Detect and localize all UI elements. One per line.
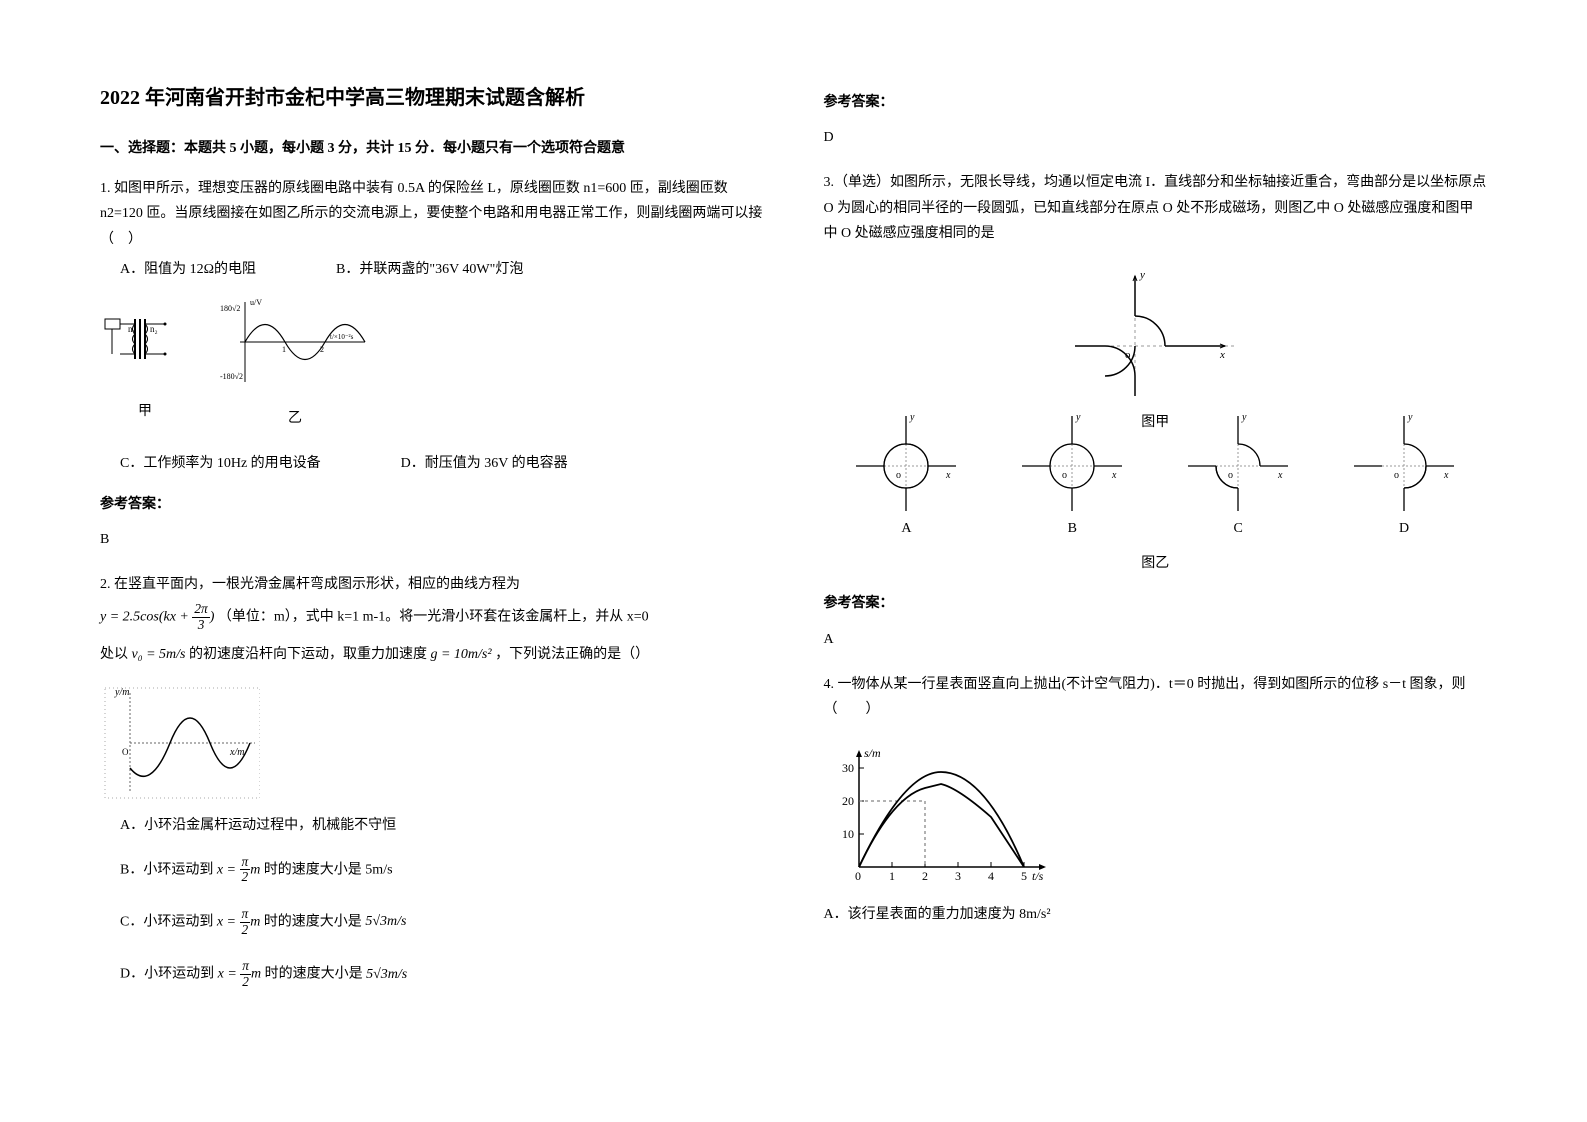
field-opt-a-icon: y x o	[846, 406, 966, 516]
svg-text:y: y	[1241, 412, 1247, 423]
svg-text:5: 5	[1021, 869, 1027, 883]
q3-opt-c-label: C	[1178, 516, 1298, 541]
q2-opt-a: A．小环沿金属杆运动过程中，机械能不守恒	[120, 813, 764, 838]
field-jia-icon: y x o	[1055, 256, 1255, 396]
svg-text:s/m: s/m	[864, 746, 881, 760]
q1-figure: n₁ n₂ 甲 180√2 -180√2 u/V t/×10⁻²s 1 2 乙	[100, 297, 764, 436]
q2-stem2: （单位：m），式中 k=1 m-1。将一光滑小环套在该金属杆上，并从 x=0	[218, 609, 649, 624]
svg-text:20: 20	[842, 794, 854, 808]
question-1: 1. 如图甲所示，理想变压器的原线圈电路中装有 0.5A 的保险丝 L，原线圈匝…	[100, 176, 764, 476]
left-column: 2022 年河南省开封市金杞中学高三物理期末试题含解析 一、选择题：本题共 5 …	[100, 80, 764, 1009]
q1-stem: 1. 如图甲所示，理想变压器的原线圈电路中装有 0.5A 的保险丝 L，原线圈匝…	[100, 176, 764, 252]
q2-stem: 2. 在竖直平面内，一根光滑金属杆弯成图示形状，相应的曲线方程为	[100, 572, 764, 597]
svg-text:x: x	[1111, 470, 1117, 481]
q3-answer: A	[824, 627, 1488, 652]
svg-text:y/m: y/m	[114, 687, 129, 698]
svg-text:o: o	[1125, 349, 1131, 361]
q2-answer: D	[824, 125, 1488, 150]
q3-opt-a-label: A	[846, 516, 966, 541]
q2-g: g = 10m/s²	[430, 642, 491, 667]
question-2: 2. 在竖直平面内，一根光滑金属杆弯成图示形状，相应的曲线方程为 y = 2.5…	[100, 572, 764, 995]
q3-opt-a-fig: y x o A	[846, 406, 966, 541]
q1-options-row2: C．工作频率为 10Hz 的用电设备 D．耐压值为 36V 的电容器	[120, 451, 764, 476]
svg-text:O: O	[122, 747, 129, 757]
q2-opt-b: B．小环运动到 x = π2m 时的速度大小是 5m/s	[120, 850, 764, 890]
svg-text:30: 30	[842, 761, 854, 775]
svg-text:0: 0	[855, 869, 861, 883]
svg-text:10: 10	[842, 827, 854, 841]
q2-opt-d: D．小环运动到 x = π2m 时的速度大小是 5√3m/s	[120, 954, 764, 994]
q3-opt-b-fig: y x o B	[1012, 406, 1132, 541]
q4-opt-a: A．该行星表面的重力加速度为 8m/s²	[824, 902, 1488, 927]
sine-wave-icon: 180√2 -180√2 u/V t/×10⁻²s 1 2	[220, 297, 370, 392]
field-opt-b-icon: y x o	[1012, 406, 1132, 516]
svg-text:4: 4	[988, 869, 994, 883]
question-3: 3.（单选）如图所示，无限长导线，均通以恒定电流 I．直线部分和坐标轴接近重合，…	[824, 170, 1488, 576]
q3-figure-jia: y x o 图甲	[1055, 256, 1255, 396]
q2-opt-c: C．小环运动到 x = π2m 时的速度大小是 5√3m/s	[120, 902, 764, 942]
svg-text:t/s: t/s	[1032, 869, 1044, 883]
q2-formula-line: y = 2.5cos(kx + 2π3) （单位：m），式中 k=1 m-1。将…	[100, 597, 764, 637]
svg-text:x: x	[1277, 470, 1283, 481]
q2-figure: y/m x/m O	[100, 683, 260, 803]
field-opt-c-icon: y x o	[1178, 406, 1298, 516]
q2-stem3-line: 处以 v₀ = 5m/s 的初速度沿杆向下运动，取重力加速度 g = 10m/s…	[100, 637, 764, 672]
q3-opt-d-label: D	[1344, 516, 1464, 541]
svg-text:x: x	[1443, 470, 1449, 481]
section-header: 一、选择题：本题共 5 小题，每小题 3 分，共计 15 分．每小题只有一个选项…	[100, 136, 764, 161]
q3-stem: 3.（单选）如图所示，无限长导线，均通以恒定电流 I．直线部分和坐标轴接近重合，…	[824, 170, 1488, 246]
svg-text:x/m: x/m	[229, 747, 244, 758]
svg-text:x: x	[945, 470, 951, 481]
displacement-graph-icon: 10 20 30 0 1 2 3 4 5 s/m t/s	[824, 737, 1054, 887]
q1-opt-c: C．工作频率为 10Hz 的用电设备	[120, 451, 321, 476]
q1-opt-d: D．耐压值为 36V 的电容器	[401, 451, 568, 476]
q4-figure: 10 20 30 0 1 2 3 4 5 s/m t/s	[824, 737, 1054, 887]
cosine-curve-icon: y/m x/m O	[100, 683, 260, 803]
right-column: 参考答案： D 3.（单选）如图所示，无限长导线，均通以恒定电流 I．直线部分和…	[824, 80, 1488, 1009]
q3-opt-b-label: B	[1012, 516, 1132, 541]
svg-text:o: o	[1062, 470, 1067, 481]
q3-label-yi: 图乙	[824, 551, 1488, 576]
svg-text:1: 1	[889, 869, 895, 883]
transformer-subfig: n₁ n₂ 甲	[100, 304, 190, 428]
fig-label-yi: 乙	[220, 406, 370, 431]
q3-opt-c-fig: y x o C	[1178, 406, 1298, 541]
svg-text:o: o	[1228, 470, 1233, 481]
question-4: 4. 一物体从某一行星表面竖直向上抛出(不计空气阻力)．t＝0 时抛出，得到如图…	[824, 672, 1488, 928]
q1-opt-a: A．阻值为 12Ω的电阻	[120, 257, 256, 282]
svg-text:3: 3	[955, 869, 961, 883]
svg-text:u/V: u/V	[250, 298, 262, 307]
svg-text:y: y	[1139, 269, 1145, 281]
field-opt-d-icon: y x o	[1344, 406, 1464, 516]
sine-subfig: 180√2 -180√2 u/V t/×10⁻²s 1 2 乙	[220, 297, 370, 436]
svg-text:o: o	[896, 470, 901, 481]
q4-stem: 4. 一物体从某一行星表面竖直向上抛出(不计空气阻力)．t＝0 时抛出，得到如图…	[824, 672, 1488, 722]
q1-answer: B	[100, 527, 764, 552]
svg-text:y: y	[1075, 412, 1081, 423]
svg-text:y: y	[1407, 412, 1413, 423]
svg-text:180√2: 180√2	[220, 304, 240, 313]
svg-text:-180√2: -180√2	[220, 372, 243, 381]
page-title: 2022 年河南省开封市金杞中学高三物理期末试题含解析	[100, 80, 764, 116]
svg-text:t/×10⁻²s: t/×10⁻²s	[330, 333, 354, 341]
fig-label-jia: 甲	[100, 399, 190, 424]
q3-opt-d-fig: y x o D	[1344, 406, 1464, 541]
svg-text:2: 2	[320, 345, 324, 354]
q2-formula: y = 2.5cos(kx + 2π3)	[100, 602, 214, 632]
svg-text:x: x	[1219, 349, 1225, 361]
answer-label-2: 参考答案：	[824, 90, 1488, 115]
svg-text:y: y	[909, 412, 915, 423]
q1-options-row1: A．阻值为 12Ω的电阻 B．并联两盏的"36V 40W"灯泡	[120, 257, 764, 282]
svg-text:1: 1	[282, 345, 286, 354]
svg-text:2: 2	[922, 869, 928, 883]
svg-text:n₂: n₂	[150, 324, 158, 334]
answer-label-1: 参考答案：	[100, 492, 764, 517]
q2-v0: v₀ = 5m/s	[132, 642, 186, 667]
transformer-icon: n₁ n₂	[100, 304, 190, 384]
q1-opt-b: B．并联两盏的"36V 40W"灯泡	[336, 257, 523, 282]
svg-text:n₁: n₁	[128, 324, 136, 334]
answer-label-3: 参考答案：	[824, 591, 1488, 616]
svg-text:o: o	[1394, 470, 1399, 481]
